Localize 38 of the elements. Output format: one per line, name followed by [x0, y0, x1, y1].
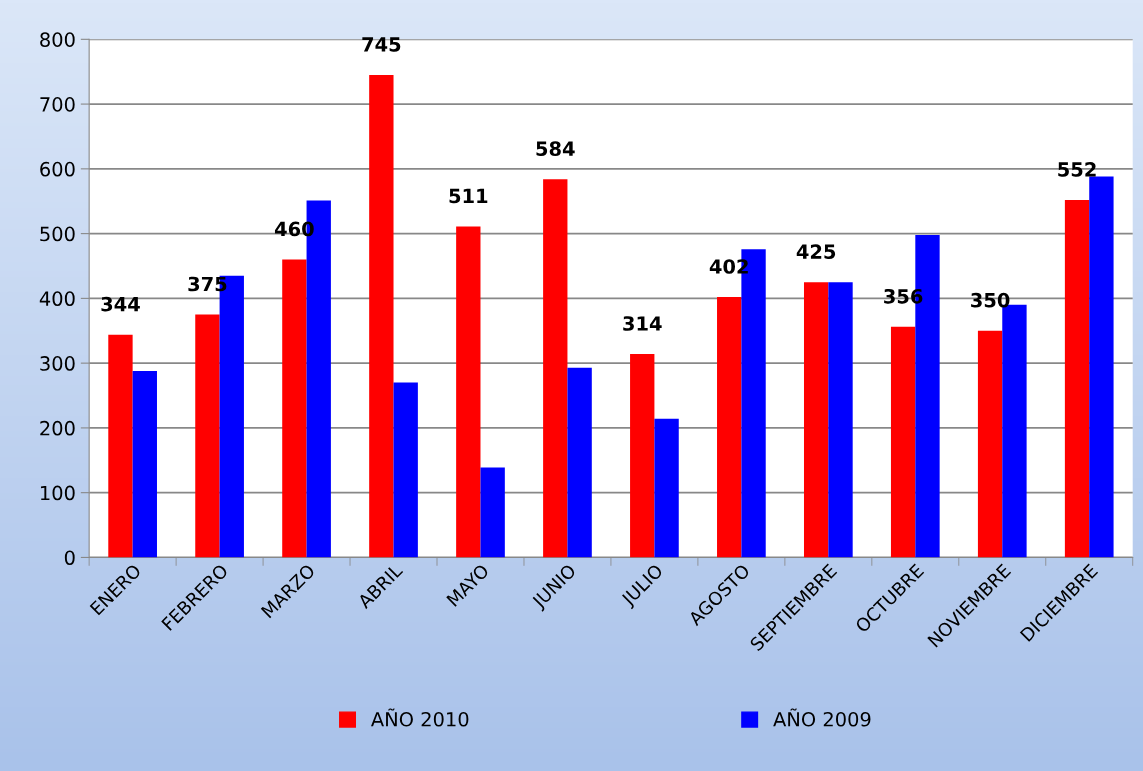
bar	[543, 179, 568, 558]
bar	[1089, 176, 1114, 558]
data-label: 425	[796, 244, 836, 259]
bar	[654, 418, 679, 558]
bar	[977, 330, 1003, 558]
legend-label: AÑO 2010	[371, 708, 469, 727]
bar	[1064, 199, 1090, 558]
data-label: 552	[1058, 162, 1096, 177]
y-tick-label: 0	[64, 550, 75, 566]
data-label: 511	[449, 188, 488, 204]
y-tick-label: 300	[40, 356, 75, 371]
data-label: 584	[536, 141, 575, 156]
bar	[132, 370, 157, 558]
data-label: 314	[623, 316, 662, 331]
data-label: 350	[971, 292, 1010, 308]
data-label: 344	[101, 296, 140, 312]
bar	[480, 467, 505, 558]
y-tick-label: 800	[40, 32, 75, 47]
bar	[567, 367, 592, 558]
bar	[282, 259, 307, 558]
y-tick-label: 200	[40, 420, 75, 436]
bar	[195, 314, 220, 558]
bar	[717, 297, 742, 558]
bar	[630, 354, 655, 558]
bar	[108, 334, 133, 558]
bar	[890, 326, 916, 558]
y-tick-label: 700	[40, 97, 75, 112]
legend-label: AÑO 2009	[773, 708, 871, 727]
y-tick-label: 400	[39, 291, 75, 307]
bar	[369, 74, 394, 558]
data-label: 745	[362, 37, 401, 52]
y-tick-label: 100	[40, 485, 75, 501]
bar	[456, 226, 481, 558]
y-tick-label: 600	[40, 161, 75, 177]
bar	[803, 282, 829, 558]
bar	[393, 382, 418, 558]
bar	[828, 282, 853, 558]
y-tick-label: 500	[40, 226, 75, 242]
